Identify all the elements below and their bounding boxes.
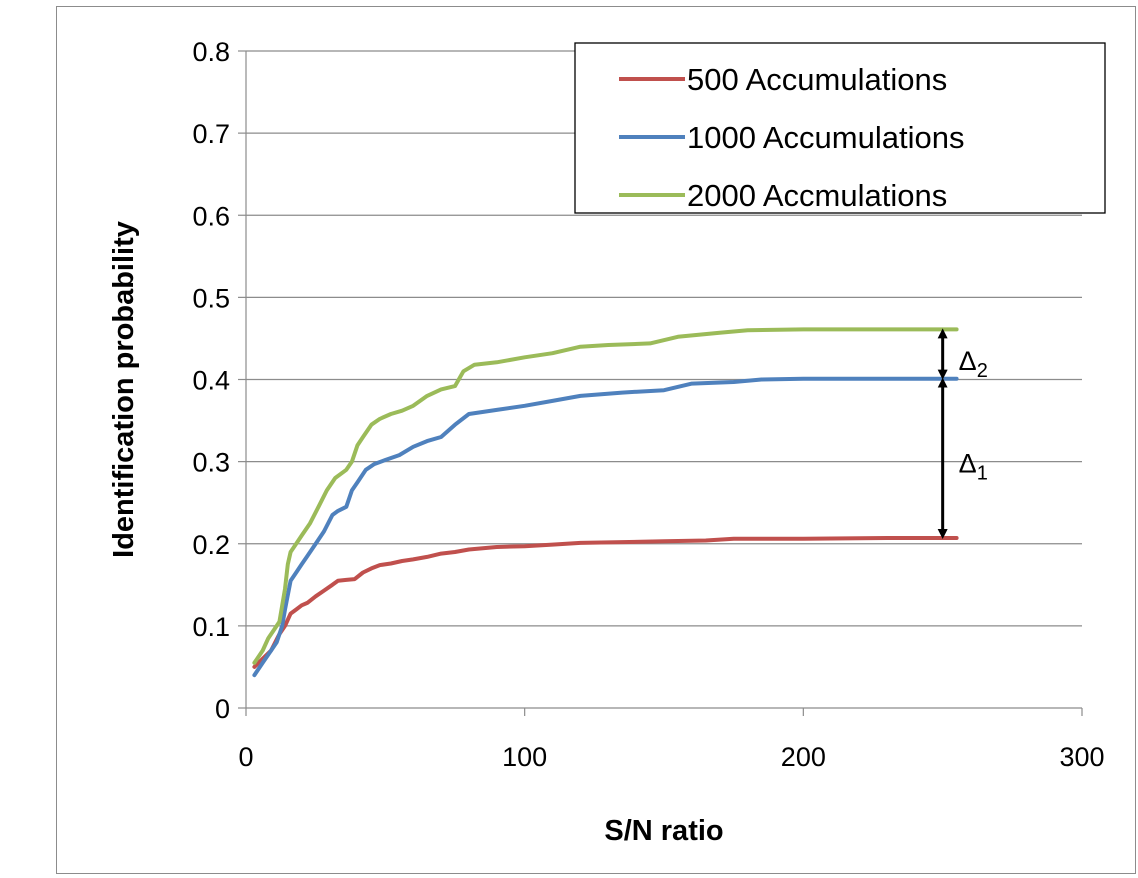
y-tick-label: 0.6 <box>192 201 230 231</box>
series-line-1 <box>252 536 959 669</box>
axes: 0 0.1 0.2 0.3 0.4 0.5 0.6 0.7 0.8 0 100 200 300 <box>192 37 1104 772</box>
delta-label-2: Δ2 <box>959 346 988 382</box>
x-tick-label: 300 <box>1059 742 1104 772</box>
y-tick-label: 0.4 <box>192 366 230 396</box>
x-tick-label: 0 <box>238 742 253 772</box>
y-tick-label: 0.7 <box>192 119 230 149</box>
legend-label-1: 500 Accumulations <box>687 62 947 97</box>
y-tick-label: 0.1 <box>192 612 230 642</box>
y-tick-label: 0.5 <box>192 283 230 313</box>
y-tick-label: 0 <box>215 694 230 724</box>
y-tick-label: 0.2 <box>192 530 230 560</box>
delta-annotations: Δ2 Δ1 <box>937 328 988 540</box>
series-lines <box>252 327 959 678</box>
y-tick-label: 0.8 <box>192 37 230 67</box>
delta-label-1: Δ1 <box>959 448 988 484</box>
chart-area: 0 0.1 0.2 0.3 0.4 0.5 0.6 0.7 0.8 0 100 200 300 Δ2 Δ1… <box>56 6 1136 874</box>
y-axis-title: Identification probability <box>108 221 140 558</box>
series-line-2 <box>252 376 959 678</box>
x-axis-title: S/N ratio <box>604 815 723 847</box>
x-tick-label: 200 <box>781 742 826 772</box>
line-chart: 0 0.1 0.2 0.3 0.4 0.5 0.6 0.7 0.8 0 100 200 300 Δ2 Δ1… <box>108 37 1106 847</box>
series-line-3 <box>252 327 959 665</box>
legend-box <box>574 42 1106 214</box>
x-tick-label: 100 <box>502 742 547 772</box>
legend-label-2: 1000 Accumulations <box>687 120 964 155</box>
legend-label-3: 2000 Accmulations <box>687 178 947 213</box>
legend: 500 Accumulations 1000 Accumulations 2000 … <box>574 42 1106 214</box>
y-tick-label: 0.3 <box>192 448 230 478</box>
